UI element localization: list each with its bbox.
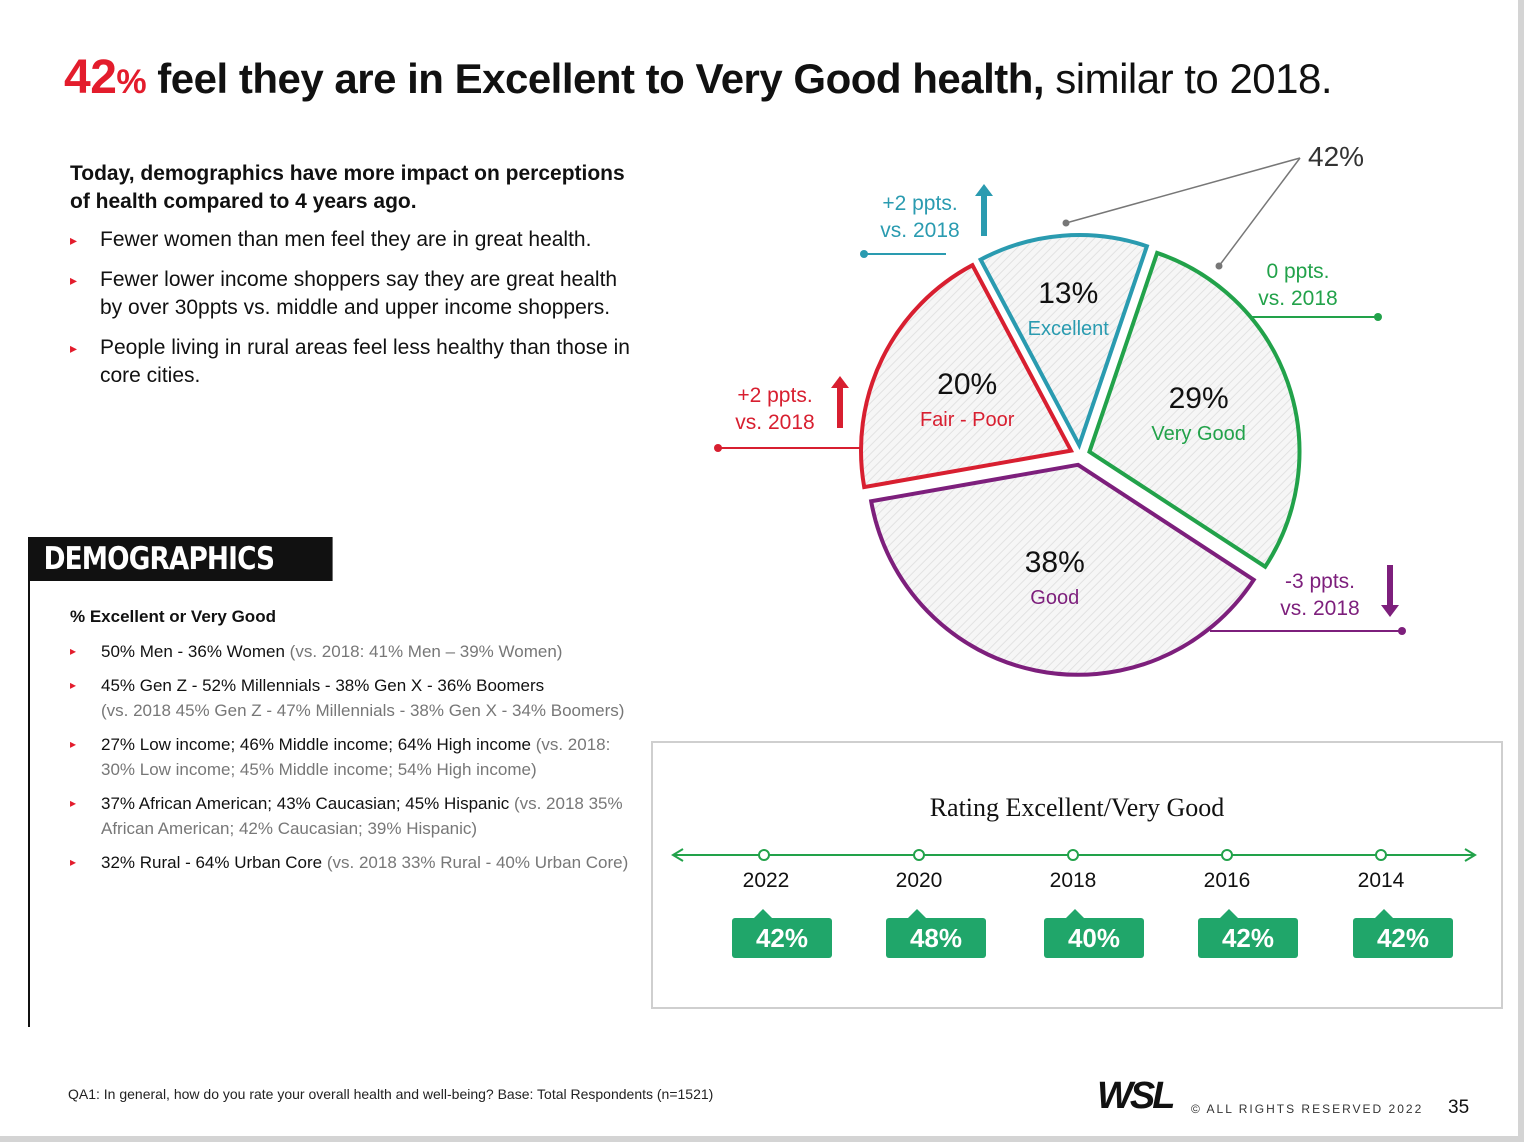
combined-leader-dot <box>1215 262 1223 270</box>
change-leader-dot <box>1398 627 1406 635</box>
timeline-point <box>1067 849 1079 861</box>
demographic-item: 45% Gen Z - 52% Millennials - 38% Gen X … <box>70 673 635 723</box>
slice-category-label: Fair - Poor <box>920 409 1015 431</box>
timeline-year: 2016 <box>1203 869 1251 892</box>
page-number: 35 <box>1448 1097 1470 1118</box>
timeline-year: 2018 <box>1049 869 1097 892</box>
timeline-year: 2014 <box>1357 869 1405 892</box>
headline-percentage: 42% <box>64 51 147 104</box>
headline: 42% feel they are in Excellent to Very G… <box>64 50 1333 105</box>
intro-bullet: Fewer lower income shoppers say they are… <box>70 266 630 322</box>
slice-category-label: Good <box>1030 587 1079 609</box>
pie-callouts: 42% +2 ppts. vs. 2018 0 ppts. vs. 2018 -3 pp… <box>714 141 1406 635</box>
timeline-value-badge: 42% <box>1198 909 1298 958</box>
demographic-item: 50% Men - 36% Women (vs. 2018: 41% Men –… <box>70 639 635 664</box>
timeline-arrow-right <box>1464 848 1477 862</box>
demographics-panel: DEMOGRAPHICS MATTER % Excellent or Very … <box>28 537 630 1027</box>
copyright-notice: © ALL RIGHTS RESERVED 2022 <box>1191 1102 1424 1116</box>
demographic-item: 32% Rural - 64% Urban Core (vs. 2018 33%… <box>70 850 635 875</box>
change-label: vs. 2018 <box>880 219 959 242</box>
timeline-point <box>758 849 770 861</box>
pie-slice-good <box>868 462 1257 677</box>
change-label: vs. 2018 <box>1280 597 1359 620</box>
change-label: -3 ppts. <box>1285 570 1355 593</box>
change-label: +2 ppts. <box>737 384 812 407</box>
timeline-point <box>1221 849 1233 861</box>
slice-category-label: Very Good <box>1151 423 1246 445</box>
intro-bullet: Fewer women than men feel they are in gr… <box>70 226 630 254</box>
change-label: vs. 2018 <box>735 411 814 434</box>
change-label: vs. 2018 <box>1258 287 1337 310</box>
slice-percentage-label: 20% <box>937 368 997 401</box>
up-arrow-icon <box>831 376 849 428</box>
combined-leader-line <box>1065 157 1301 224</box>
change-leader-dot <box>714 444 722 452</box>
timeline-title: Rating Excellent/Very Good <box>929 793 1225 822</box>
headline-light-text: similar to 2018. <box>1055 55 1333 102</box>
footnote: QA1: In general, how do you rate your ov… <box>68 1086 714 1102</box>
intro-lead: Today, demographics have more impact on … <box>70 162 625 213</box>
timeline-axis <box>671 848 1477 862</box>
down-arrow-icon <box>1381 565 1399 617</box>
slice-percentage-label: 13% <box>1038 277 1098 310</box>
intro-bullet: People living in rural areas feel less h… <box>70 334 630 390</box>
pie-slices <box>859 233 1302 677</box>
slice-percentage-label: 38% <box>1025 546 1085 579</box>
intro-bullets: Fewer women than men feel they are in gr… <box>70 226 630 390</box>
timeline-year: 2022 <box>742 869 790 892</box>
wsl-logo: WSL <box>1097 1075 1175 1117</box>
demographic-item: 37% African American; 43% Caucasian; 45%… <box>70 791 635 841</box>
slice-category-label: Excellent <box>1028 318 1110 340</box>
demographic-item: 27% Low income; 46% Middle income; 64% H… <box>70 732 635 782</box>
combined-percentage-label: 42% <box>1308 141 1364 172</box>
intro-section: Today, demographics have more impact on … <box>70 160 630 402</box>
timeline-value-badge: 48% <box>886 909 986 958</box>
timeline-point <box>1375 849 1387 861</box>
combined-leader-dot <box>1062 219 1070 227</box>
timeline-arrow-left <box>671 848 684 862</box>
change-leader-dot <box>860 250 868 258</box>
timeline-value-badge: 42% <box>732 909 832 958</box>
timeline-year: 2020 <box>895 869 943 892</box>
headline-bold-text: feel they are in Excellent to Very Good … <box>157 55 1045 102</box>
timeline-value-badge: 42% <box>1353 909 1453 958</box>
timeline-panel: Rating Excellent/Very Good 2022 2020 201… <box>651 741 1503 1009</box>
change-leader-dot <box>1374 313 1382 321</box>
up-arrow-icon <box>975 184 993 236</box>
timeline-value-badge: 40% <box>1044 909 1144 958</box>
timeline-point <box>913 849 925 861</box>
pie-slice-very-good <box>1087 250 1302 570</box>
pie-labels: 13% Excellent 29% Very Good 38% Good 20% Fair -… <box>920 277 1246 609</box>
change-label: +2 ppts. <box>882 192 957 215</box>
demographics-title: DEMOGRAPHICS MATTER <box>30 537 333 621</box>
demographics-list: 50% Men - 36% Women (vs. 2018: 41% Men –… <box>70 639 635 884</box>
change-label: 0 ppts. <box>1266 260 1329 283</box>
demographics-subtitle: % Excellent or Very Good <box>70 607 276 626</box>
pie-slice-excellent <box>977 233 1150 451</box>
pie-slice-fair-poor <box>859 262 1075 490</box>
pie-chart: 13% Excellent 29% Very Good 38% Good 20% Fair -… <box>714 141 1406 677</box>
combined-leader-line <box>1218 157 1301 267</box>
slice-percentage-label: 29% <box>1169 382 1229 415</box>
